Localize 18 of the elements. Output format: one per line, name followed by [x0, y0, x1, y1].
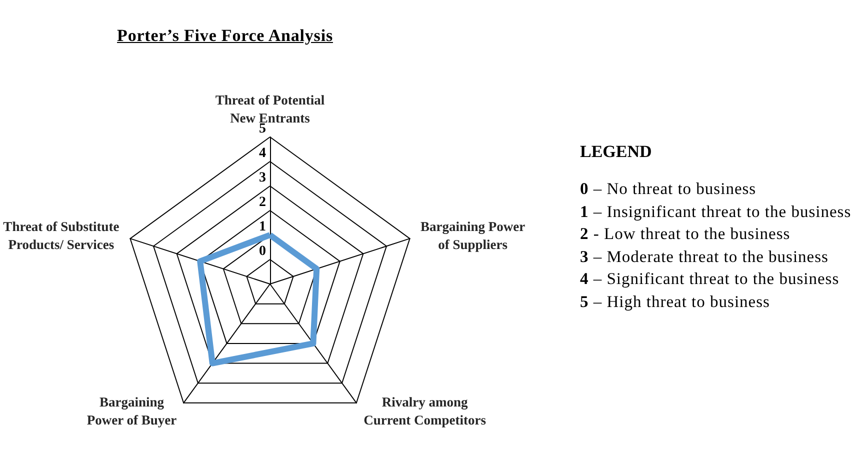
- y-tick-label: 4: [259, 146, 266, 161]
- text: 4 – Significant threat to the business: [580, 269, 840, 288]
- y-tick-label: 2: [259, 195, 266, 210]
- text: 0 – No threat to business: [580, 179, 756, 198]
- spoke-label: Bargaining Power of Buyer: [86, 394, 177, 428]
- y-tick-label: 5: [259, 122, 266, 136]
- y-tick-label: 1: [259, 220, 266, 234]
- y-tick-label: 3: [259, 170, 266, 186]
- chart-title: Porter’s Five Force Analysis: [117, 26, 333, 45]
- y-tick-label: 0: [259, 244, 266, 259]
- text: 5 – High threat to business: [580, 292, 770, 311]
- spoke-label: Threat of Substitute Products/ Services: [3, 218, 120, 252]
- spoke-label: Bargaining Power of Suppliers: [420, 218, 526, 252]
- text: 1 – Insignificant threat to the business: [580, 202, 852, 221]
- text: LEGEND: [580, 142, 652, 162]
- spoke-label: Rivalry among Current Competitors: [364, 394, 486, 428]
- text: 3 – Moderate threat to the business: [580, 246, 828, 266]
- text: 2 - Low threat to the business: [580, 224, 790, 244]
